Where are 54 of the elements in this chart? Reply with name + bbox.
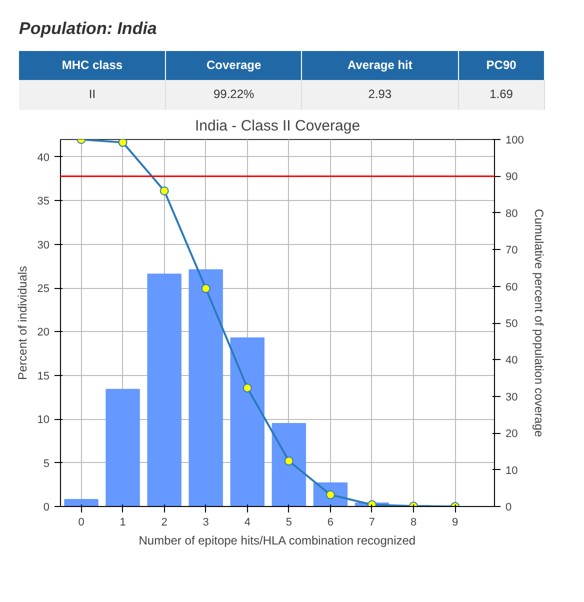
point	[201, 284, 210, 293]
y2-tick-label: 30	[506, 391, 518, 404]
text: II	[19, 80, 166, 110]
y2-tick-label: 100	[506, 134, 524, 146]
y-tick-label: 10	[37, 414, 50, 426]
y2-tick-label: 80	[506, 208, 518, 220]
bar	[272, 422, 306, 506]
point	[118, 140, 128, 147]
y2-tick-label: 40	[506, 354, 518, 367]
x-tick-label: 8	[410, 516, 417, 528]
y-tick-label: 0	[43, 502, 50, 514]
y2-tick-label: 0	[506, 502, 512, 514]
chart-title: India - Class II Coverage	[194, 118, 360, 134]
x-tick-label: 4	[244, 516, 250, 528]
y-axis-title: Percent of individuals	[15, 266, 30, 380]
x-tick-label: 1	[120, 516, 126, 528]
y-tick-label: 20	[37, 326, 50, 339]
y-tick-label: 15	[37, 370, 50, 382]
bar	[188, 269, 223, 506]
y2-tick-label: 90	[506, 171, 518, 184]
y-tick-label: 5	[43, 458, 50, 470]
bar	[230, 337, 264, 506]
x-tick-label: 9	[452, 516, 458, 528]
point	[242, 383, 252, 392]
y-tick-label: 25	[37, 283, 50, 296]
y2-tick-label: 70	[506, 244, 518, 257]
x-tick-label: 3	[202, 516, 209, 528]
text: Population: India	[19, 18, 158, 40]
y2-tick-label: 50	[506, 318, 518, 330]
text: Coverage	[166, 51, 302, 80]
x-tick-label: 7	[368, 516, 376, 528]
text: Average hit	[302, 51, 458, 80]
x-axis-title: Number of epitope hits/HLA combination recognized	[138, 534, 416, 548]
point	[160, 186, 169, 196]
x-tick-label: 5	[286, 516, 292, 528]
text: 99.22%	[166, 80, 302, 110]
text: 2.93	[302, 80, 458, 110]
y2-axis-title: Cumulative percent of population coverage	[532, 208, 546, 438]
text: 1.69	[458, 80, 544, 110]
point	[284, 456, 294, 466]
y2-tick-label: 10	[506, 464, 518, 477]
x-tick-label: 0	[78, 516, 84, 528]
x-tick-label: 6	[327, 516, 334, 528]
bar	[64, 499, 98, 506]
y-tick-label: 30	[37, 239, 50, 252]
bar	[147, 274, 182, 506]
text: MHC class	[19, 51, 166, 80]
y2-tick-label: 60	[506, 281, 518, 294]
y-tick-label: 40	[37, 152, 50, 164]
y2-tick-label: 20	[506, 428, 518, 440]
text: PC90	[458, 51, 544, 80]
y-tick-label: 35	[37, 196, 50, 208]
x-tick-label: 2	[161, 516, 168, 528]
bar	[106, 388, 140, 506]
